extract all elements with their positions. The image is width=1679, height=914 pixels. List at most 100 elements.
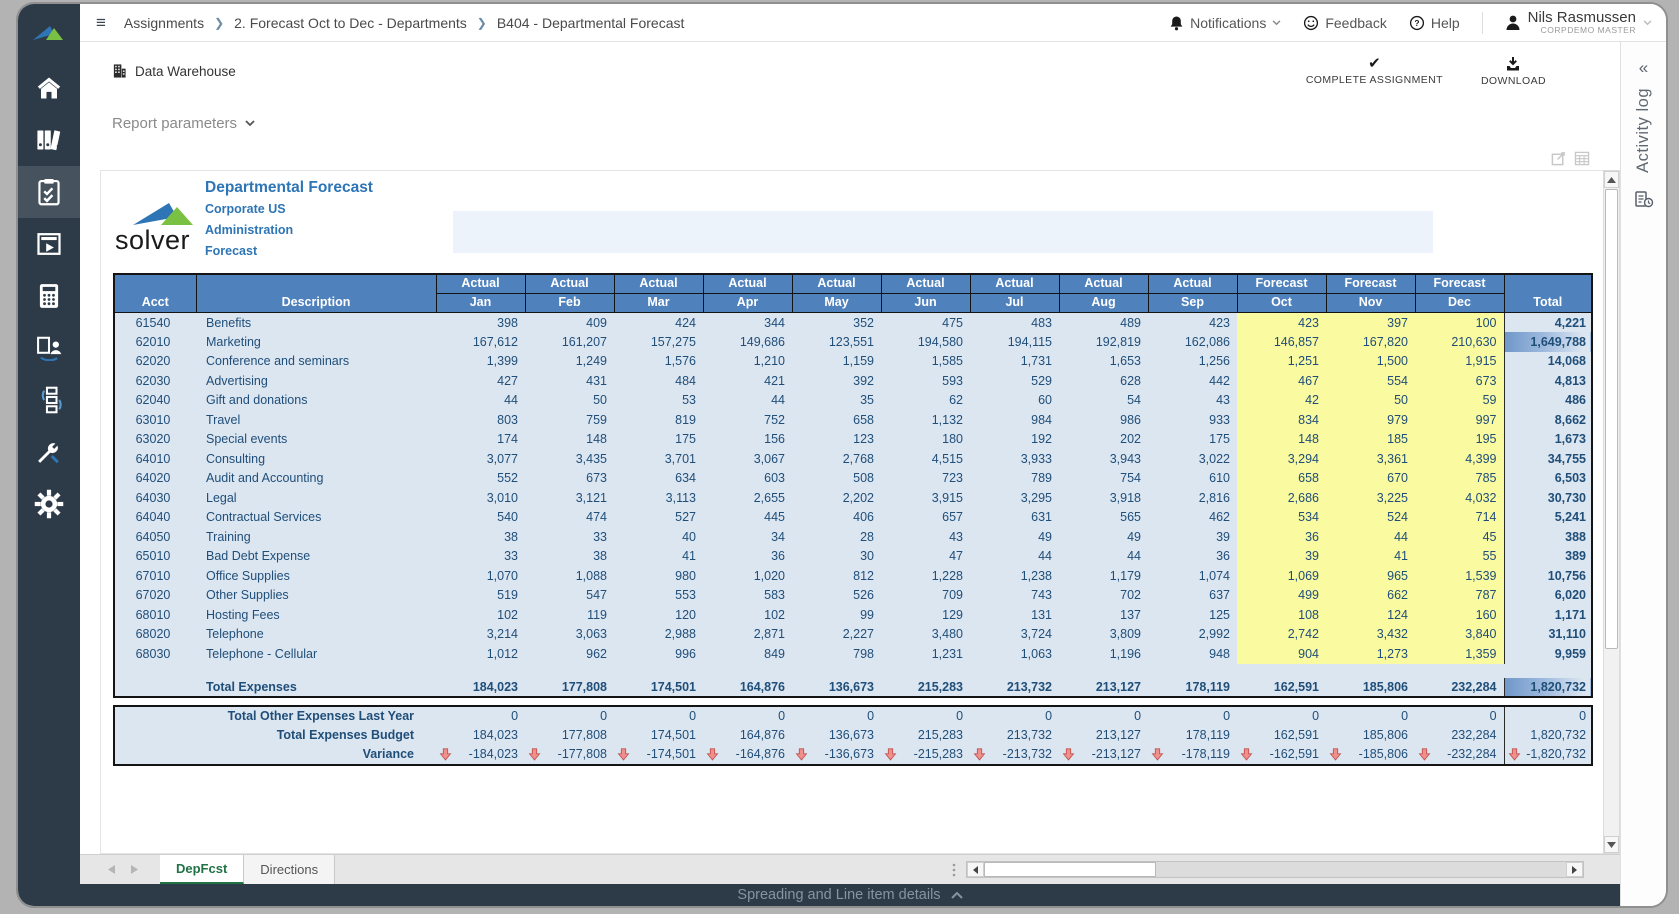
spreading-details-toggle[interactable]: Spreading and Line item details	[80, 884, 1620, 906]
forecast-value-cell[interactable]: 1,539	[1415, 566, 1504, 586]
forecast-value-cell[interactable]: 524	[1326, 508, 1415, 528]
forecast-value-cell[interactable]: 45	[1415, 527, 1504, 547]
forecast-value-cell[interactable]: 160	[1415, 605, 1504, 625]
forecast-value-cell[interactable]: 1,069	[1237, 566, 1326, 586]
forecast-value-cell[interactable]: 423	[1237, 313, 1326, 333]
forecast-value-cell[interactable]: 42	[1237, 391, 1326, 411]
sidebar-item-settings[interactable]	[18, 478, 80, 530]
vertical-scrollbar[interactable]	[1603, 170, 1620, 854]
forecast-value-cell[interactable]: 44	[1326, 527, 1415, 547]
breadcrumb-assignments[interactable]: Assignments	[124, 15, 204, 31]
forecast-value-cell[interactable]: 39	[1237, 547, 1326, 567]
forecast-value-cell[interactable]: 3,294	[1237, 449, 1326, 469]
forecast-value-cell[interactable]: 467	[1237, 371, 1326, 391]
forecast-value-cell[interactable]: 4,032	[1415, 488, 1504, 508]
total-cell: 4,813	[1504, 371, 1592, 391]
tab-directions[interactable]: Directions	[244, 855, 335, 884]
horizontal-scroll-thumb[interactable]	[984, 862, 1156, 877]
sheet-tab-bar: DepFcst Directions	[80, 854, 1620, 884]
forecast-value-cell[interactable]: 1,500	[1326, 352, 1415, 372]
forecast-value-cell[interactable]: 55	[1415, 547, 1504, 567]
complete-assignment-button[interactable]: ✔ COMPLETE ASSIGNMENT	[1306, 56, 1443, 87]
collapse-panel-icon[interactable]: «	[1639, 58, 1648, 78]
forecast-value-cell[interactable]: 673	[1415, 371, 1504, 391]
forecast-value-cell[interactable]: 185	[1326, 430, 1415, 450]
forecast-value-cell[interactable]: 124	[1326, 605, 1415, 625]
scroll-down-button[interactable]	[1604, 836, 1619, 853]
forecast-value-cell[interactable]: 904	[1237, 644, 1326, 664]
forecast-value-cell[interactable]: 1,273	[1326, 644, 1415, 664]
forecast-value-cell[interactable]: 1,251	[1237, 352, 1326, 372]
forecast-value-cell[interactable]: 41	[1326, 547, 1415, 567]
summary-value-cell: -232,284	[1415, 745, 1504, 765]
drag-handle-icon[interactable]	[952, 863, 956, 877]
forecast-value-cell[interactable]: 108	[1237, 605, 1326, 625]
horizontal-scrollbar[interactable]	[966, 861, 1584, 878]
menu-icon[interactable]: ≡	[96, 13, 106, 33]
sidebar-item-user-documents[interactable]	[18, 322, 80, 374]
forecast-value-cell[interactable]: 210,630	[1415, 332, 1504, 352]
forecast-value-cell[interactable]: 59	[1415, 391, 1504, 411]
sidebar-item-assignments[interactable]	[18, 166, 80, 218]
activity-log-icon[interactable]	[1634, 189, 1654, 209]
forecast-value-cell[interactable]: 3,361	[1326, 449, 1415, 469]
forecast-value-cell[interactable]: 670	[1326, 469, 1415, 489]
forecast-value-cell[interactable]: 785	[1415, 469, 1504, 489]
sidebar-item-home[interactable]	[18, 62, 80, 114]
forecast-value-cell[interactable]: 1,915	[1415, 352, 1504, 372]
forecast-value-cell[interactable]: 3,225	[1326, 488, 1415, 508]
forecast-value-cell[interactable]: 167,820	[1326, 332, 1415, 352]
help-button[interactable]: ? Help	[1409, 15, 1460, 31]
sidebar-item-report-player[interactable]	[18, 218, 80, 270]
tab-nav-left-icon[interactable]	[108, 865, 115, 874]
tab-depfcst[interactable]: DepFcst	[160, 855, 244, 884]
sidebar-item-archives[interactable]	[18, 114, 80, 166]
download-button[interactable]: DOWNLOAD	[1481, 56, 1546, 87]
forecast-value-cell[interactable]: 397	[1326, 313, 1415, 333]
forecast-value-cell[interactable]: 662	[1326, 586, 1415, 606]
forecast-value-cell[interactable]: 979	[1326, 410, 1415, 430]
scroll-right-button[interactable]	[1566, 862, 1583, 877]
forecast-value-cell[interactable]: 534	[1237, 508, 1326, 528]
tab-nav-right-icon[interactable]	[131, 865, 138, 874]
forecast-value-cell[interactable]: 965	[1326, 566, 1415, 586]
scroll-up-button[interactable]	[1604, 171, 1619, 188]
forecast-value-cell[interactable]: 714	[1415, 508, 1504, 528]
forecast-value-cell[interactable]: 2,686	[1237, 488, 1326, 508]
forecast-value-cell[interactable]: 100	[1415, 313, 1504, 333]
actual-value-cell: 984	[970, 410, 1059, 430]
sidebar-item-process-flow[interactable]	[18, 374, 80, 426]
sidebar-item-tools[interactable]	[18, 426, 80, 478]
feedback-button[interactable]: Feedback	[1303, 15, 1386, 31]
report-parameters-toggle[interactable]: Report parameters	[112, 115, 255, 132]
export-edit-icon[interactable]	[1551, 151, 1566, 166]
solver-logo[interactable]	[18, 4, 80, 62]
forecast-value-cell[interactable]: 195	[1415, 430, 1504, 450]
forecast-value-cell[interactable]: 554	[1326, 371, 1415, 391]
activity-log-label[interactable]: Activity log	[1634, 88, 1653, 173]
spacer-row	[114, 664, 1592, 678]
forecast-value-cell[interactable]: 787	[1415, 586, 1504, 606]
breadcrumb-forecast[interactable]: 2. Forecast Oct to Dec - Departments	[234, 15, 467, 31]
forecast-value-cell[interactable]: 4,399	[1415, 449, 1504, 469]
forecast-value-cell[interactable]: 658	[1237, 469, 1326, 489]
vertical-scroll-thumb[interactable]	[1605, 189, 1618, 649]
user-menu[interactable]: Nils Rasmussen CorpDemo Master	[1505, 10, 1652, 35]
grid-table-icon[interactable]	[1574, 151, 1590, 166]
forecast-value-cell[interactable]: 148	[1237, 430, 1326, 450]
forecast-value-cell[interactable]: 50	[1326, 391, 1415, 411]
sidebar-item-calculator[interactable]	[18, 270, 80, 322]
forecast-value-cell[interactable]: 834	[1237, 410, 1326, 430]
forecast-value-cell[interactable]: 3,432	[1326, 625, 1415, 645]
forecast-value-cell[interactable]: 499	[1237, 586, 1326, 606]
forecast-value-cell[interactable]: 36	[1237, 527, 1326, 547]
forecast-value-cell[interactable]: 146,857	[1237, 332, 1326, 352]
scroll-left-button[interactable]	[967, 862, 984, 877]
forecast-value-cell[interactable]: 997	[1415, 410, 1504, 430]
notifications-button[interactable]: Notifications	[1169, 15, 1281, 31]
forecast-value-cell[interactable]: 3,840	[1415, 625, 1504, 645]
forecast-value-cell[interactable]: 2,742	[1237, 625, 1326, 645]
breadcrumb: Assignments ❯ 2. Forecast Oct to Dec - D…	[124, 15, 684, 31]
actual-value-cell: 194,115	[970, 332, 1059, 352]
forecast-value-cell[interactable]: 1,359	[1415, 644, 1504, 664]
